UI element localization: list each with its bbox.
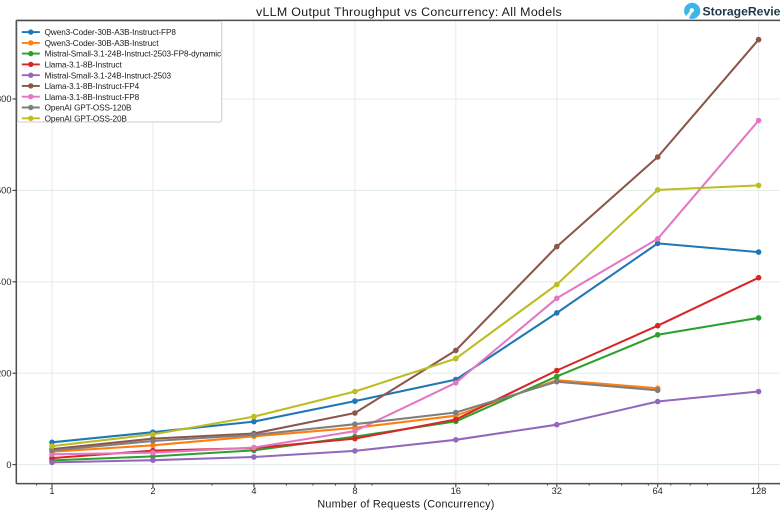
svg-text:vLLM Output Throughput vs Conc: vLLM Output Throughput vs Concurrency: A…	[256, 5, 562, 19]
svg-text:Llama-3.1-8B-Instruct: Llama-3.1-8B-Instruct	[45, 61, 123, 70]
svg-text:64: 64	[653, 486, 663, 496]
svg-text:8: 8	[352, 486, 357, 496]
svg-text:600: 600	[0, 186, 12, 196]
svg-text:Number of Requests (Concurrenc: Number of Requests (Concurrency)	[317, 499, 494, 511]
svg-text:Qwen3-Coder-30B-A3B-Instruct: Qwen3-Coder-30B-A3B-Instruct	[45, 39, 160, 48]
svg-text:Llama-3.1-8B-Instruct-FP8: Llama-3.1-8B-Instruct-FP8	[45, 93, 140, 102]
svg-text:400: 400	[0, 277, 12, 287]
svg-text:0: 0	[6, 460, 11, 470]
svg-text:Mistral-Small-3.1-24B-Instruct: Mistral-Small-3.1-24B-Instruct-2503	[45, 71, 172, 80]
svg-text:Llama-3.1-8B-Instruct-FP4: Llama-3.1-8B-Instruct-FP4	[45, 82, 140, 91]
svg-text:StorageReview: StorageReview	[703, 4, 780, 18]
svg-text:4: 4	[251, 486, 256, 496]
svg-text:32: 32	[552, 486, 562, 496]
svg-text:Mistral-Small-3.1-24B-Instruct: Mistral-Small-3.1-24B-Instruct-2503-FP8-…	[45, 50, 221, 59]
svg-text:128: 128	[751, 486, 767, 496]
svg-text:OpenAI GPT-OSS-20B: OpenAI GPT-OSS-20B	[45, 114, 128, 123]
svg-text:800: 800	[0, 94, 12, 104]
svg-text:16: 16	[451, 486, 461, 496]
svg-text:1: 1	[49, 486, 54, 496]
svg-text:Qwen3-Coder-30B-A3B-Instruct-F: Qwen3-Coder-30B-A3B-Instruct-FP8	[45, 28, 177, 37]
svg-text:2: 2	[150, 486, 155, 496]
svg-text:OpenAI GPT-OSS-120B: OpenAI GPT-OSS-120B	[45, 104, 132, 113]
svg-text:200: 200	[0, 368, 12, 378]
